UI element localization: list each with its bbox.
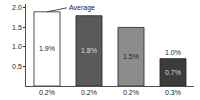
svg-text:1.0%: 1.0%	[165, 49, 181, 56]
svg-text:0.5: 0.5	[12, 63, 22, 70]
svg-text:0.3%: 0.3%	[165, 89, 181, 96]
svg-text:0.2%: 0.2%	[123, 89, 139, 96]
svg-text:0.2%: 0.2%	[81, 89, 97, 96]
svg-text:1.0: 1.0	[12, 43, 22, 50]
svg-text:2.0: 2.0	[12, 4, 22, 11]
svg-text:0.7%: 0.7%	[165, 69, 181, 76]
svg-text:1.5: 1.5	[12, 24, 22, 31]
svg-text:1.5%: 1.5%	[123, 53, 139, 60]
svg-text:Average: Average	[69, 4, 95, 12]
svg-text:1.9%: 1.9%	[39, 45, 55, 52]
svg-text:0.2%: 0.2%	[39, 89, 55, 96]
svg-text:1.8%: 1.8%	[81, 47, 97, 54]
